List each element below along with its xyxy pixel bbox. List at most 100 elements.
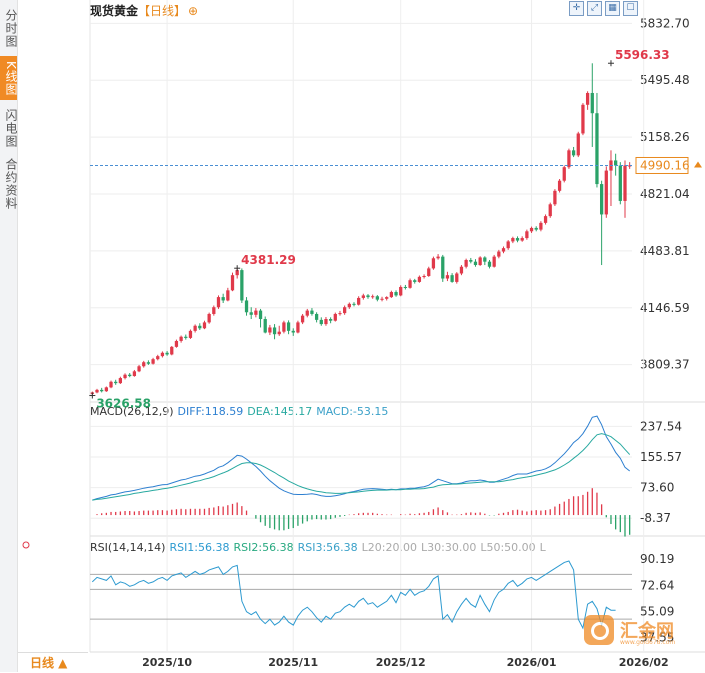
candle-body: [389, 292, 394, 298]
candle-body: [375, 296, 379, 300]
candle-body: [291, 330, 295, 333]
current-price-label: 4990.16: [640, 158, 690, 172]
candle-body: [277, 331, 281, 335]
candle-body: [296, 322, 300, 333]
candle-body: [132, 371, 137, 377]
price-tick-label: 4146.59: [640, 301, 690, 315]
price-tick-label: 4821.04: [640, 187, 690, 201]
l20-label: L20:20.00: [361, 541, 417, 554]
candle-body: [441, 256, 445, 279]
candle-body: [254, 310, 258, 315]
candle-body: [506, 241, 510, 249]
rsi3-label: RSI3:56.38: [297, 541, 358, 554]
add-icon[interactable]: ⊕: [188, 4, 199, 18]
candle-body: [529, 227, 534, 232]
fullscreen-icon[interactable]: ☐: [623, 1, 638, 16]
chart-toolbar: ✛ ⤢ ▦ ☐: [569, 1, 638, 16]
candle-body: [226, 290, 230, 301]
candle-body: [146, 362, 151, 364]
candle-body: [123, 374, 127, 379]
candle-body: [286, 322, 291, 331]
candle-body: [333, 313, 337, 321]
candle-body: [548, 204, 552, 217]
chart-title: 现货黄金【日线】 ⊕: [90, 2, 198, 19]
tab-time-chart[interactable]: 分时图: [4, 8, 18, 48]
candle-body: [128, 374, 132, 377]
candle-body: [590, 92, 594, 114]
candle-body: [170, 346, 174, 355]
time-tick-label: 2025/11: [268, 656, 318, 669]
candle-body: [310, 310, 314, 314]
period-tag[interactable]: 【日线】: [138, 4, 187, 18]
candle-body: [520, 238, 524, 241]
macd-title: MACD(26,12,9): [90, 405, 174, 418]
crosshair-icon[interactable]: ✛: [569, 1, 584, 16]
candle-body: [478, 257, 482, 266]
candle-body: [595, 113, 599, 185]
price-tick-label: 3809.37: [640, 358, 690, 372]
candle-body: [118, 378, 123, 384]
candle-body: [137, 366, 141, 372]
candle-body: [427, 268, 431, 277]
candle-body: [403, 286, 408, 288]
candle-body: [562, 167, 566, 181]
tab-flash-chart[interactable]: 闪电图: [4, 108, 18, 148]
candle-body: [599, 184, 604, 215]
price-tick-label: 5158.26: [640, 130, 690, 144]
candle-body: [469, 259, 473, 262]
rsi-tick-label: 37.55: [640, 631, 674, 645]
rsi-title: RSI(14,14,14): [90, 541, 166, 554]
candle-body: [300, 315, 305, 323]
macd-diff-label: DIFF:118.59: [177, 405, 244, 418]
candle-body: [202, 322, 207, 329]
candle-body: [352, 303, 356, 305]
candle-body: [385, 297, 389, 299]
candle-body: [371, 296, 375, 298]
high-price-annotation: 5596.33: [615, 48, 670, 62]
candle-body: [258, 310, 263, 320]
candle-body: [160, 352, 165, 357]
candle-body: [436, 256, 440, 259]
candle-body: [539, 222, 543, 230]
tab-contract-info[interactable]: 合约资料: [4, 158, 18, 210]
candle-body: [198, 325, 202, 329]
candle-body: [104, 387, 108, 392]
candle-body: [604, 170, 608, 215]
candle-body: [174, 340, 179, 347]
l50-label: L50:50.00: [480, 541, 536, 554]
settings-icon[interactable]: ▦: [605, 1, 620, 16]
candle-body: [366, 295, 370, 298]
macd-tick-label: -8.37: [640, 511, 671, 525]
price-tick-label: 5832.70: [640, 16, 690, 30]
l-label: L: [539, 541, 546, 554]
candle-body: [193, 325, 197, 331]
candle-body: [212, 307, 216, 314]
candle-body: [576, 133, 580, 156]
candle-body: [525, 231, 529, 239]
candle-body: [487, 261, 492, 267]
macd-dea-label: DEA:145.17: [247, 405, 313, 418]
candle-body: [235, 270, 239, 276]
candle-body: [380, 298, 384, 300]
expand-icon[interactable]: ⤢: [587, 1, 602, 16]
candle-body: [347, 303, 351, 308]
candle-body: [553, 190, 557, 205]
macd-diff-line: [92, 415, 631, 501]
macd-tick-label: 237.54: [640, 419, 682, 433]
candle-body: [361, 295, 365, 298]
current-price-box: [635, 156, 689, 174]
indicator-settings-icon: [22, 541, 30, 549]
candle-body: [422, 276, 426, 278]
candle-body: [497, 251, 501, 257]
candle-body: [244, 300, 249, 313]
price-tick-label: 5495.48: [640, 73, 690, 87]
macd-dea-line: [92, 433, 631, 501]
candle-body: [343, 307, 347, 314]
candle-body: [114, 381, 118, 384]
candle-body: [567, 150, 571, 168]
period-selector[interactable]: 日线 ▲: [18, 652, 88, 672]
tab-kline-chart[interactable]: K线图: [0, 56, 18, 100]
candle-body: [511, 238, 515, 242]
macd-legend: MACD(26,12,9) DIFF:118.59 DEA:145.17 MACD:-…: [90, 405, 392, 418]
